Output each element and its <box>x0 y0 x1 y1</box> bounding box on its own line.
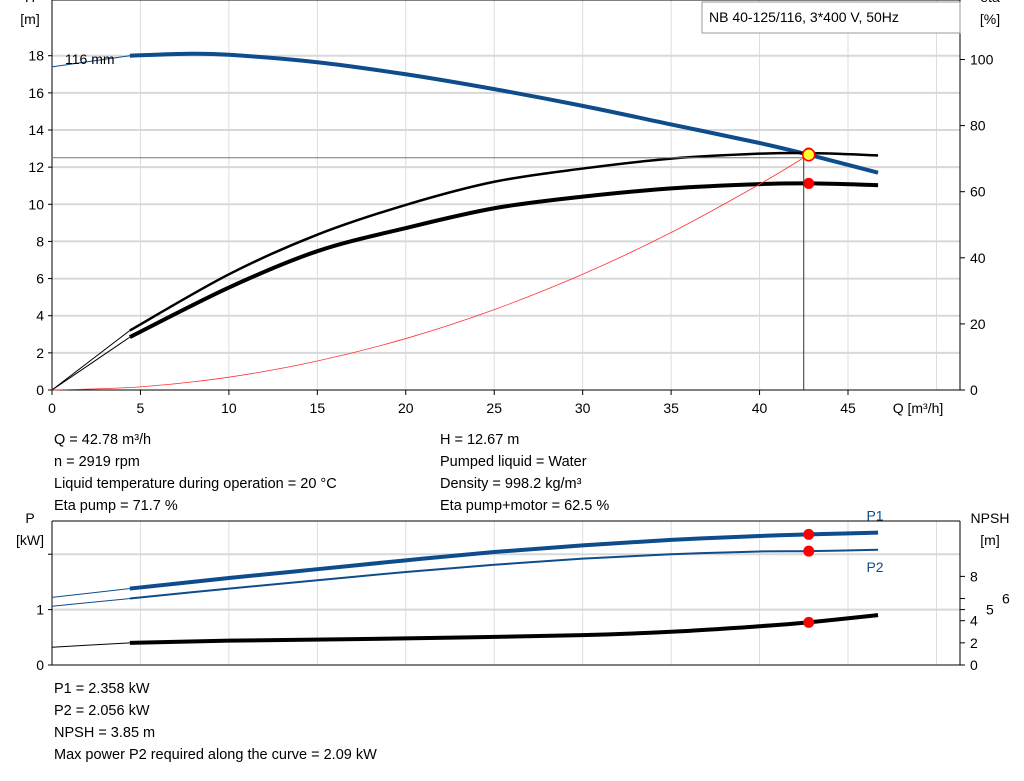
y-tick-label-right: 20 <box>970 316 986 332</box>
duty-point-npsh <box>803 616 815 628</box>
y-tick-label-left: 12 <box>28 159 44 175</box>
info-n: n = 2919 rpm <box>54 454 140 470</box>
y-tick-label-left: 14 <box>28 122 44 138</box>
y-tick-label-left: 10 <box>28 196 44 212</box>
y-tick-label-left: 0 <box>36 382 44 398</box>
info-npsh: NPSH = 3.85 m <box>54 725 156 741</box>
y-tick-label-left: 4 <box>36 308 44 324</box>
info-density: Density = 998.2 kg/m³ <box>440 476 582 492</box>
y-tick-label-left: 18 <box>28 48 44 64</box>
x-tick-label: 35 <box>663 400 679 416</box>
curve-p1 <box>129 530 879 591</box>
info-eta-total: Eta pump+motor = 62.5 % <box>440 498 610 514</box>
info-top-right: H = 12.67 m Pumped liquid = Water Densit… <box>440 429 609 517</box>
y-tick-label-right: 5 <box>986 602 994 618</box>
series-label-p2: P2 <box>866 559 883 575</box>
info-top-left: Q = 42.78 m³/h n = 2919 rpm Liquid tempe… <box>54 429 337 517</box>
info-p1: P1 = 2.358 kW <box>54 681 150 697</box>
y-tick-label-right: 0 <box>970 382 978 398</box>
x-tick-label: 45 <box>840 400 856 416</box>
duty-point-p2 <box>803 545 815 557</box>
duty-point-p1 <box>803 528 815 540</box>
y-tick-label-right: 80 <box>970 118 986 134</box>
info-bottom: P1 = 2.358 kW P2 = 2.056 kW NPSH = 3.85 … <box>54 678 377 766</box>
y-tick-label-left: 1 <box>36 602 44 618</box>
y-axis-label-right: eta <box>980 0 1000 5</box>
info-p2: P2 = 2.056 kW <box>54 703 150 719</box>
info-liquid: Pumped liquid = Water <box>440 454 587 470</box>
title-box <box>701 1 961 34</box>
y-tick-label-left: 6 <box>36 271 44 287</box>
x-tick-label: 30 <box>575 400 591 416</box>
info-max-p2: Max power P2 required along the curve = … <box>54 747 377 763</box>
x-tick-label: 0 <box>48 400 56 416</box>
y-tick-label-left: 16 <box>28 85 44 101</box>
y-axis-unit-left: [m] <box>20 11 39 27</box>
info-temp: Liquid temperature during operation = 20… <box>54 476 337 492</box>
x-tick-label: 5 <box>137 400 145 416</box>
curve-p2 <box>129 548 879 600</box>
curve-head <box>129 51 879 175</box>
x-axis-label: Q [m³/h] <box>893 400 944 416</box>
info-q: Q = 42.78 m³/h <box>54 432 152 448</box>
duty-point-eta_pump_motor <box>803 177 815 189</box>
y-tick-label-left: 0 <box>36 657 44 673</box>
curve-eta_pump-extension <box>51 330 131 391</box>
curve-system <box>51 154 809 391</box>
curve-p2-extension <box>51 598 130 607</box>
curve-eta_pump_motor-extension <box>51 336 131 391</box>
x-tick-label: 25 <box>486 400 502 416</box>
y-axis-unit-left: [kW] <box>16 532 44 548</box>
info-eta-pump: Eta pump = 71.7 % <box>54 498 178 514</box>
curve-eta_pump_motor <box>128 181 879 339</box>
x-tick-label: 10 <box>221 400 237 416</box>
curve-head-extension <box>51 55 130 68</box>
y-tick-label-right: 100 <box>970 51 994 67</box>
info-h: H = 12.67 m <box>440 432 520 448</box>
duty-point-head <box>801 147 816 162</box>
x-tick-label: 15 <box>310 400 326 416</box>
y-tick-label-right: 2 <box>970 635 978 651</box>
y-tick-label-right: 40 <box>970 250 986 266</box>
curve-p1-extension <box>51 588 130 598</box>
y-axis-unit-right: [m] <box>980 532 999 548</box>
curve-npsh-extension <box>51 642 130 648</box>
y-axis-label-left: P <box>25 510 34 526</box>
series-label-p1: P1 <box>866 508 883 524</box>
y-tick-label-right: 8 <box>970 568 978 584</box>
x-tick-label: 40 <box>752 400 768 416</box>
y-tick-label-left: 8 <box>36 233 44 249</box>
curve-eta_pump <box>129 151 879 332</box>
curve-label-impeller: 116 mm <box>65 51 115 67</box>
y-axis-unit-right: [%] <box>980 11 1000 27</box>
x-tick-label: 20 <box>398 400 414 416</box>
y-axis-label-right: NPSH <box>971 510 1010 526</box>
y-tick-label-right: 60 <box>970 184 986 200</box>
y-tick-label-right: 0 <box>970 657 978 673</box>
y-tick-label-right: 6 <box>1002 591 1010 607</box>
curve-npsh <box>129 613 879 645</box>
y-tick-label-right: 4 <box>970 613 978 629</box>
y-axis-label-left: H <box>25 0 35 5</box>
y-tick-label-left: 2 <box>36 345 44 361</box>
chart-title: NB 40-125/116, 3*400 V, 50Hz <box>709 9 899 25</box>
